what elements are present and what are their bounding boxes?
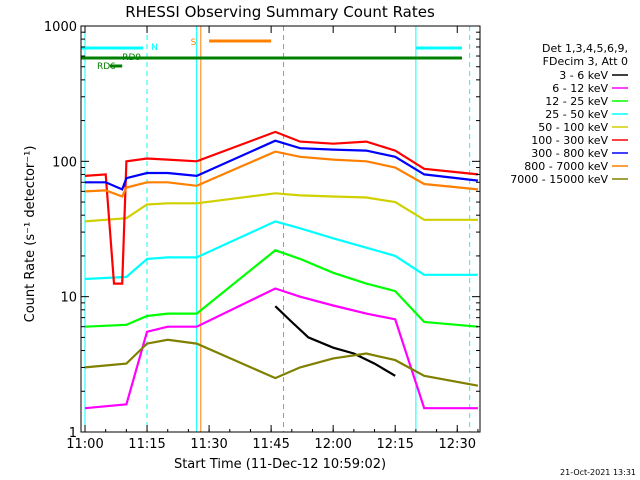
plot-frame [80,25,481,433]
series-line-2 [84,287,478,410]
legend-entry-label: 800 - 7000 keV [524,160,608,173]
series-line-8 [84,150,479,198]
chart-title: RHESSI Observing Summary Count Rates [125,3,435,21]
x-tick-label: 12:00 [314,437,351,452]
y-tick-label: 100 [52,155,77,170]
series-lines [84,130,479,410]
x-axis-label: Start Time (11-Dec-12 10:59:02) [174,457,386,472]
y-tick-label: 1 [69,426,77,441]
series-line-1 [274,305,396,377]
legend-entry-label: 25 - 50 keV [545,108,608,121]
y-tick-label: 10 [60,291,77,306]
legend-entry-label: 3 - 6 keV [559,69,608,82]
data-gap-markers [84,26,471,432]
rd9-flag-label: RD9 [122,53,141,63]
series-line-4 [84,220,478,281]
legend-entry-label: 12 - 25 keV [545,95,608,108]
x-tick-label: 11:15 [128,437,165,452]
rd6-flag-label: RD6 [97,62,116,72]
legend-entry-label: 50 - 100 keV [538,121,608,134]
axes: 11:00 11:15 11:30 11:45 12:00 12:15 12:30 1 10 10… [44,20,481,452]
series-line-7 [85,139,479,191]
legend-header: Det 1,3,4,5,6,9, [542,42,628,55]
x-tick-label: 12:15 [376,437,413,452]
x-tick-label: 11:30 [190,437,227,452]
series-line-5 [84,192,478,223]
legend-entry-label: 7000 - 15000 keV [510,173,608,186]
legend: Det 1,3,4,5,6,9,FDecim 3, Att 03 - 6 keV… [510,42,628,186]
x-tick-label: 12:30 [439,437,476,452]
y-axis-label: Count Rate (s⁻¹ detector⁻¹) [23,146,38,323]
series-line-6 [84,130,479,285]
s-flag-label: S [191,38,197,48]
legend-entry-label: 300 - 800 keV [531,147,608,160]
series-line-3 [84,249,478,328]
footer-date: 21-Oct-2021 13:31 [560,468,636,477]
legend-entry-label: 100 - 300 keV [531,134,608,147]
x-tick-label: 11:45 [252,437,289,452]
legend-entry-label: 6 - 12 keV [552,82,608,95]
y-tick-label: 1000 [44,20,77,35]
x-tick-label: 11:00 [66,437,103,452]
series-line-9 [84,338,479,387]
n-flag-label: N [151,43,158,53]
legend-header: FDecim 3, Att 0 [543,55,628,68]
flag-bars: N S RD9 RD6 [81,38,462,72]
